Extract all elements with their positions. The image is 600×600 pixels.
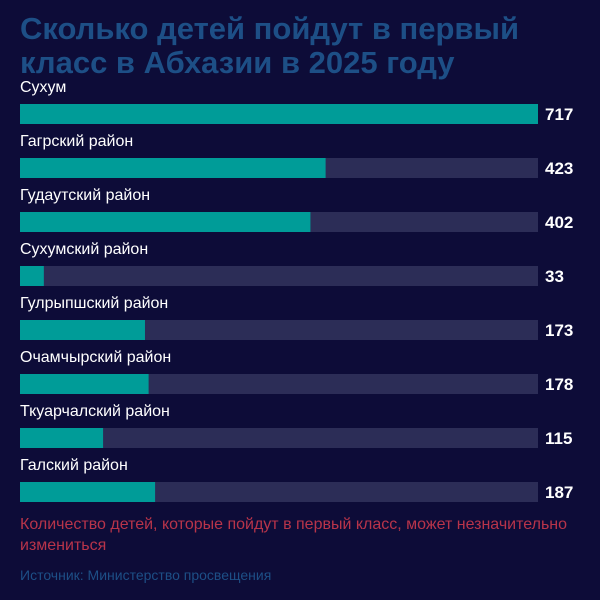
value-label: 115 — [545, 429, 572, 448]
category-label: Гагрский район — [20, 133, 133, 150]
bar — [20, 104, 538, 124]
chart-note: Количество детей, которые пойдут в первы… — [20, 516, 568, 554]
bar-track — [20, 320, 538, 340]
bar — [20, 158, 326, 178]
bar-chart: Сухум 717 Гагрский район 423 Гудаутский райо… — [20, 79, 573, 502]
bar-track — [20, 428, 538, 448]
bar — [20, 482, 156, 502]
chart-source: Источник: Министерство просвещения — [20, 567, 272, 583]
bar-track — [20, 374, 538, 394]
category-label: Гудаутский район — [20, 187, 150, 204]
value-label: 173 — [545, 321, 573, 340]
chart-title: Сколько детей пойдут в первый класс в Аб… — [20, 11, 520, 80]
bar — [20, 374, 149, 394]
value-label: 33 — [545, 267, 564, 286]
bar — [20, 212, 311, 232]
value-label: 717 — [545, 105, 573, 124]
value-label: 187 — [545, 483, 573, 502]
value-label: 423 — [545, 159, 573, 178]
category-label: Сухум — [20, 79, 66, 96]
bar — [20, 266, 44, 286]
category-label: Гулрыпшский район — [20, 295, 168, 312]
bar-track — [20, 266, 538, 286]
value-label: 402 — [545, 213, 573, 232]
bar — [20, 320, 145, 340]
category-label: Галский район — [20, 457, 128, 474]
category-label: Очамчырский район — [20, 349, 171, 366]
value-label: 178 — [545, 375, 573, 394]
bar — [20, 428, 104, 448]
category-label: Ткуарчалский район — [20, 403, 170, 420]
category-label: Сухумский район — [20, 241, 148, 258]
